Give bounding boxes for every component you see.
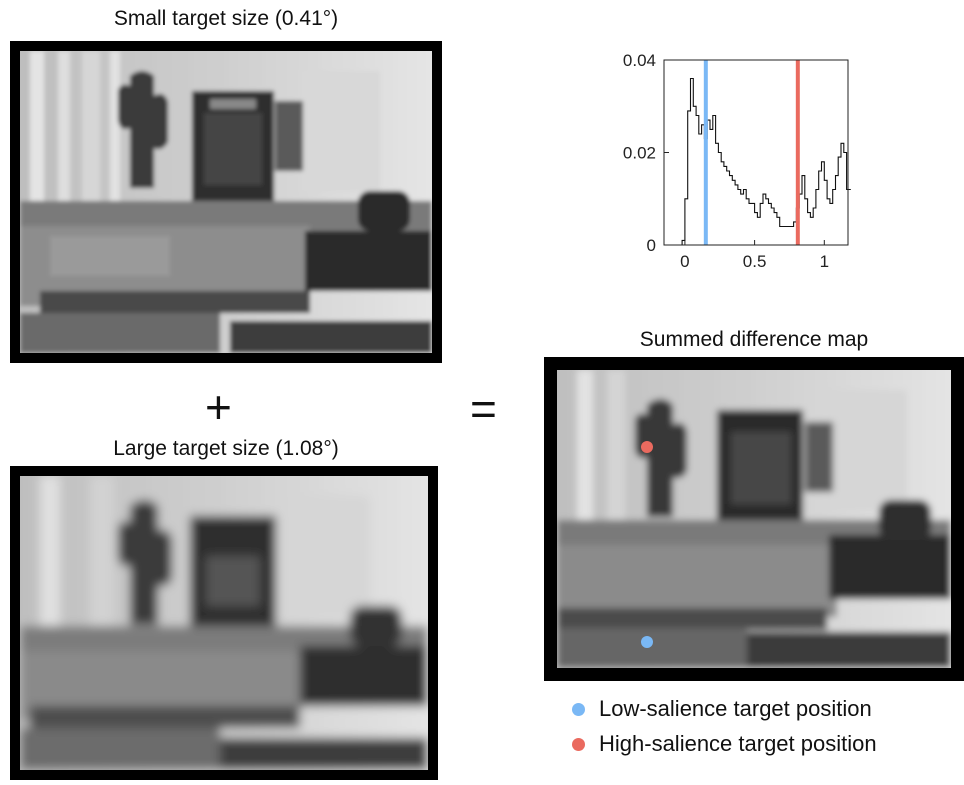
large-target-map <box>10 466 438 780</box>
y-tick-label: 0 <box>647 236 656 255</box>
summed-map-title: Summed difference map <box>639 328 869 351</box>
plus-operator: + <box>205 381 232 433</box>
plot-frame <box>663 59 849 246</box>
equals-operator: = <box>470 383 497 435</box>
legend-low-salience: Low-salience target position <box>572 696 872 722</box>
legend-high-dot <box>572 737 585 751</box>
small-target-scene <box>20 51 432 353</box>
x-tick-label: 1 <box>820 252 829 271</box>
small-target-title: Small target size (0.41°) <box>113 7 339 30</box>
y-tick-label: 0.04 <box>623 51 656 70</box>
summed-map-scene <box>557 370 951 668</box>
y-tick-label: 0.02 <box>623 144 656 163</box>
low-salience-marker <box>641 636 653 648</box>
large-target-scene <box>20 476 428 770</box>
x-tick-label: 0.5 <box>743 252 767 271</box>
salience-histogram: 0 0.02 0.04 0 0.5 1 <box>623 51 851 271</box>
large-target-title: Large target size (1.08°) <box>113 437 339 460</box>
legend-high-salience: High-salience target position <box>572 731 877 757</box>
legend-low-label: Low-salience target position <box>599 696 872 721</box>
small-target-map <box>10 41 442 363</box>
high-salience-marker <box>641 441 653 453</box>
legend-high-label: High-salience target position <box>599 731 877 756</box>
legend-low-dot <box>572 702 585 716</box>
x-tick-label: 0 <box>680 252 689 271</box>
summed-difference-map <box>544 357 964 681</box>
